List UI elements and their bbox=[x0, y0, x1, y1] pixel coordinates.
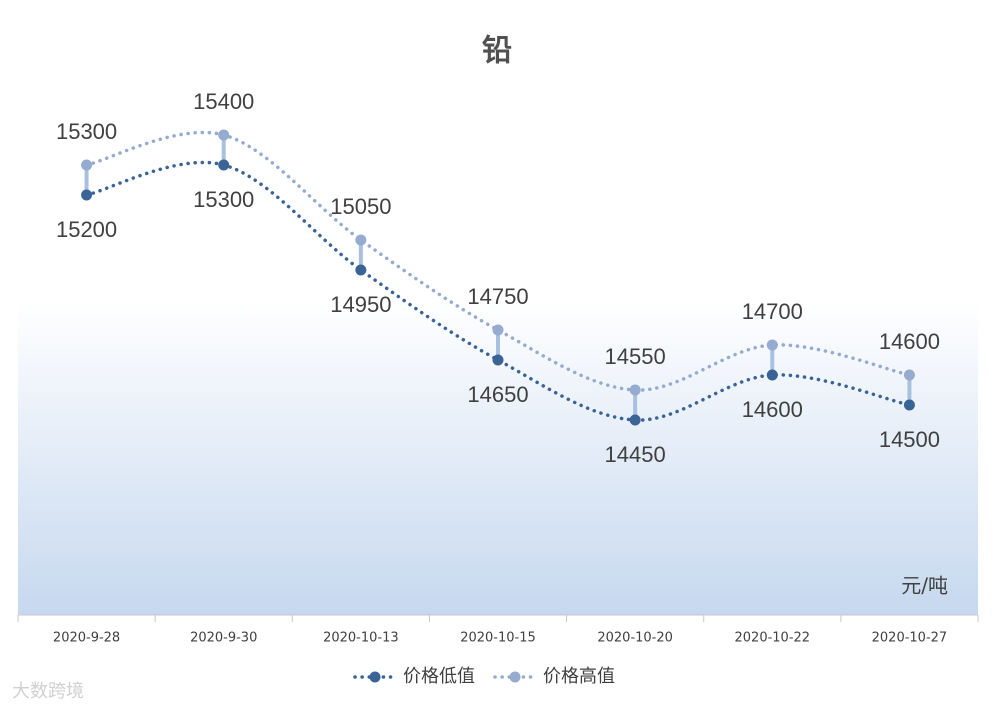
point bbox=[766, 339, 778, 351]
x-tick-label: 2020-10-20 bbox=[597, 631, 673, 646]
point bbox=[492, 324, 504, 336]
point bbox=[492, 354, 504, 366]
x-tick-label: 2020-10-22 bbox=[735, 631, 811, 646]
data-label: 15200 bbox=[56, 217, 117, 242]
x-tick-label: 2020-10-27 bbox=[872, 631, 948, 646]
data-label: 14600 bbox=[742, 397, 803, 422]
data-label: 15400 bbox=[193, 89, 254, 114]
point bbox=[81, 159, 93, 171]
chart-title: 铅 bbox=[482, 34, 512, 69]
data-label: 15050 bbox=[330, 194, 391, 219]
data-label: 14700 bbox=[742, 299, 803, 324]
point bbox=[355, 264, 367, 276]
legend-label: 价格高值 bbox=[543, 666, 615, 687]
watermark: 大数跨境 bbox=[12, 681, 84, 702]
point bbox=[629, 414, 641, 426]
point bbox=[766, 369, 778, 381]
data-label: 14950 bbox=[330, 292, 391, 317]
data-label: 14750 bbox=[467, 284, 528, 309]
legend-marker bbox=[369, 671, 381, 683]
point bbox=[218, 159, 230, 171]
point bbox=[355, 234, 367, 246]
data-label: 15300 bbox=[56, 119, 117, 144]
point bbox=[903, 399, 915, 411]
unit-label: 元/吨 bbox=[901, 574, 948, 598]
point bbox=[81, 189, 93, 201]
x-tick-label: 2020-9-28 bbox=[53, 631, 120, 646]
data-label: 14500 bbox=[879, 427, 940, 452]
data-label: 14550 bbox=[605, 344, 666, 369]
legend-label: 价格低值 bbox=[403, 666, 475, 687]
x-tick-label: 2020-10-13 bbox=[323, 631, 399, 646]
point bbox=[629, 384, 641, 396]
data-label: 14650 bbox=[467, 382, 528, 407]
legend-marker bbox=[509, 671, 521, 683]
x-tick-label: 2020-9-30 bbox=[190, 631, 257, 646]
point bbox=[218, 129, 230, 141]
data-label: 14600 bbox=[879, 329, 940, 354]
data-label: 14450 bbox=[605, 442, 666, 467]
x-tick-label: 2020-10-15 bbox=[460, 631, 536, 646]
point bbox=[903, 369, 915, 381]
data-label: 15300 bbox=[193, 187, 254, 212]
